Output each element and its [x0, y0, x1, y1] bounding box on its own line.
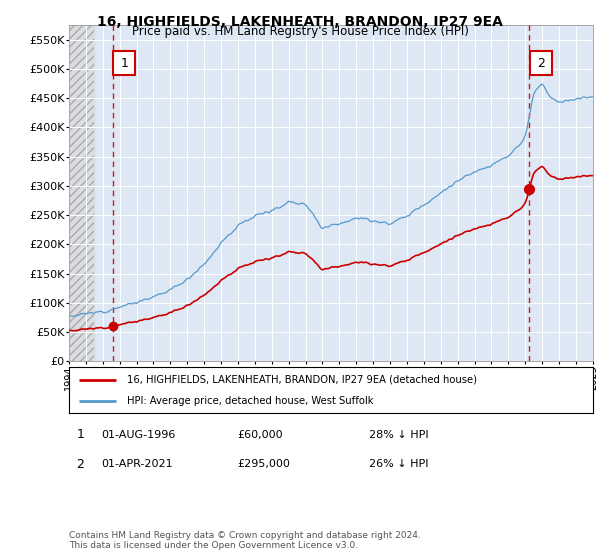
Text: 2: 2 [76, 458, 85, 471]
FancyBboxPatch shape [530, 52, 552, 75]
Text: 01-AUG-1996: 01-AUG-1996 [101, 430, 175, 440]
FancyBboxPatch shape [113, 52, 136, 75]
Text: HPI: Average price, detached house, West Suffolk: HPI: Average price, detached house, West… [127, 396, 373, 406]
Text: Contains HM Land Registry data © Crown copyright and database right 2024.
This d: Contains HM Land Registry data © Crown c… [69, 530, 421, 550]
Text: 1: 1 [76, 428, 85, 441]
Bar [69, 25, 94, 361]
Text: 16, HIGHFIELDS, LAKENHEATH, BRANDON, IP27 9EA (detached house): 16, HIGHFIELDS, LAKENHEATH, BRANDON, IP2… [127, 375, 476, 385]
Text: 26% ↓ HPI: 26% ↓ HPI [369, 459, 428, 469]
Text: £60,000: £60,000 [237, 430, 283, 440]
Text: £295,000: £295,000 [237, 459, 290, 469]
Text: 01-APR-2021: 01-APR-2021 [101, 459, 172, 469]
Text: Price paid vs. HM Land Registry's House Price Index (HPI): Price paid vs. HM Land Registry's House … [131, 25, 469, 38]
Text: 28% ↓ HPI: 28% ↓ HPI [369, 430, 428, 440]
Text: 2: 2 [538, 57, 545, 69]
Text: 16, HIGHFIELDS, LAKENHEATH, BRANDON, IP27 9EA: 16, HIGHFIELDS, LAKENHEATH, BRANDON, IP2… [97, 15, 503, 29]
Bar [69, 25, 94, 361]
Text: 1: 1 [121, 57, 128, 69]
